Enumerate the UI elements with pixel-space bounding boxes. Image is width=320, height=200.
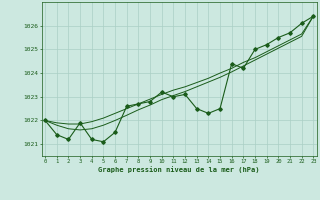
X-axis label: Graphe pression niveau de la mer (hPa): Graphe pression niveau de la mer (hPa)	[99, 166, 260, 173]
